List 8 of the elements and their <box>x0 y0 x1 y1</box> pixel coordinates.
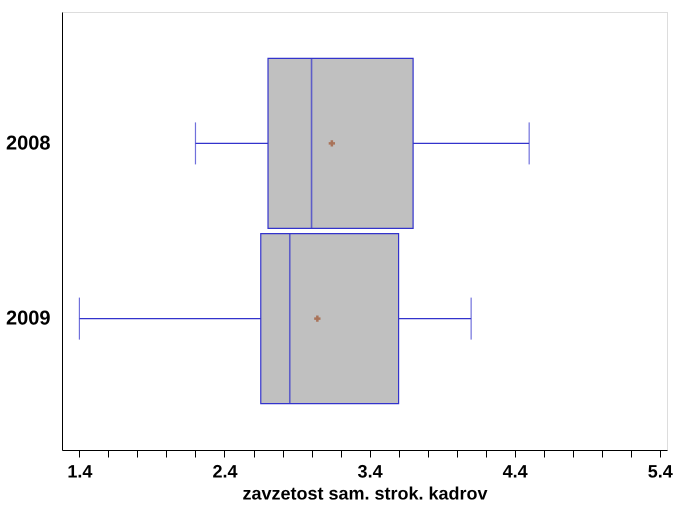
x-tick-label: 3.4 <box>358 462 383 482</box>
x-tick-label: 5.4 <box>648 462 673 482</box>
x-tick-label: 2.4 <box>212 462 238 482</box>
x-tick-label: 1.4 <box>67 462 92 482</box>
y-tick-label: 2009 <box>6 308 50 330</box>
y-tick-label: 2008 <box>6 132 50 154</box>
x-tick-label: 4.4 <box>502 462 528 482</box>
x-axis-title: zavzetost sam. strok. kadrov <box>242 484 488 504</box>
